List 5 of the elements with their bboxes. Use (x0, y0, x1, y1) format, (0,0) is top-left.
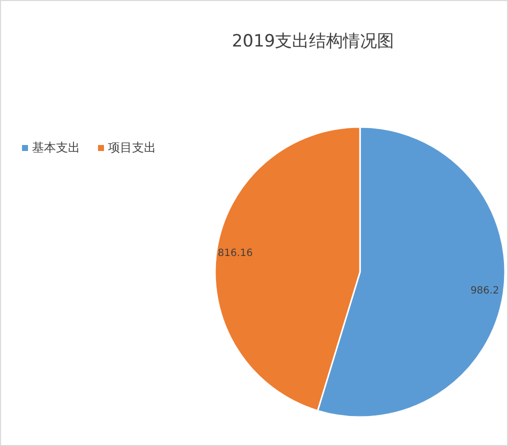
data-label: 816.16 (218, 248, 253, 260)
data-label: 986.2 (470, 285, 500, 296)
chart-title: 2019支出结构情况图 (232, 32, 394, 52)
legend-label: 项目支出 (108, 140, 156, 154)
legend-label: 基本支出 (32, 140, 80, 154)
